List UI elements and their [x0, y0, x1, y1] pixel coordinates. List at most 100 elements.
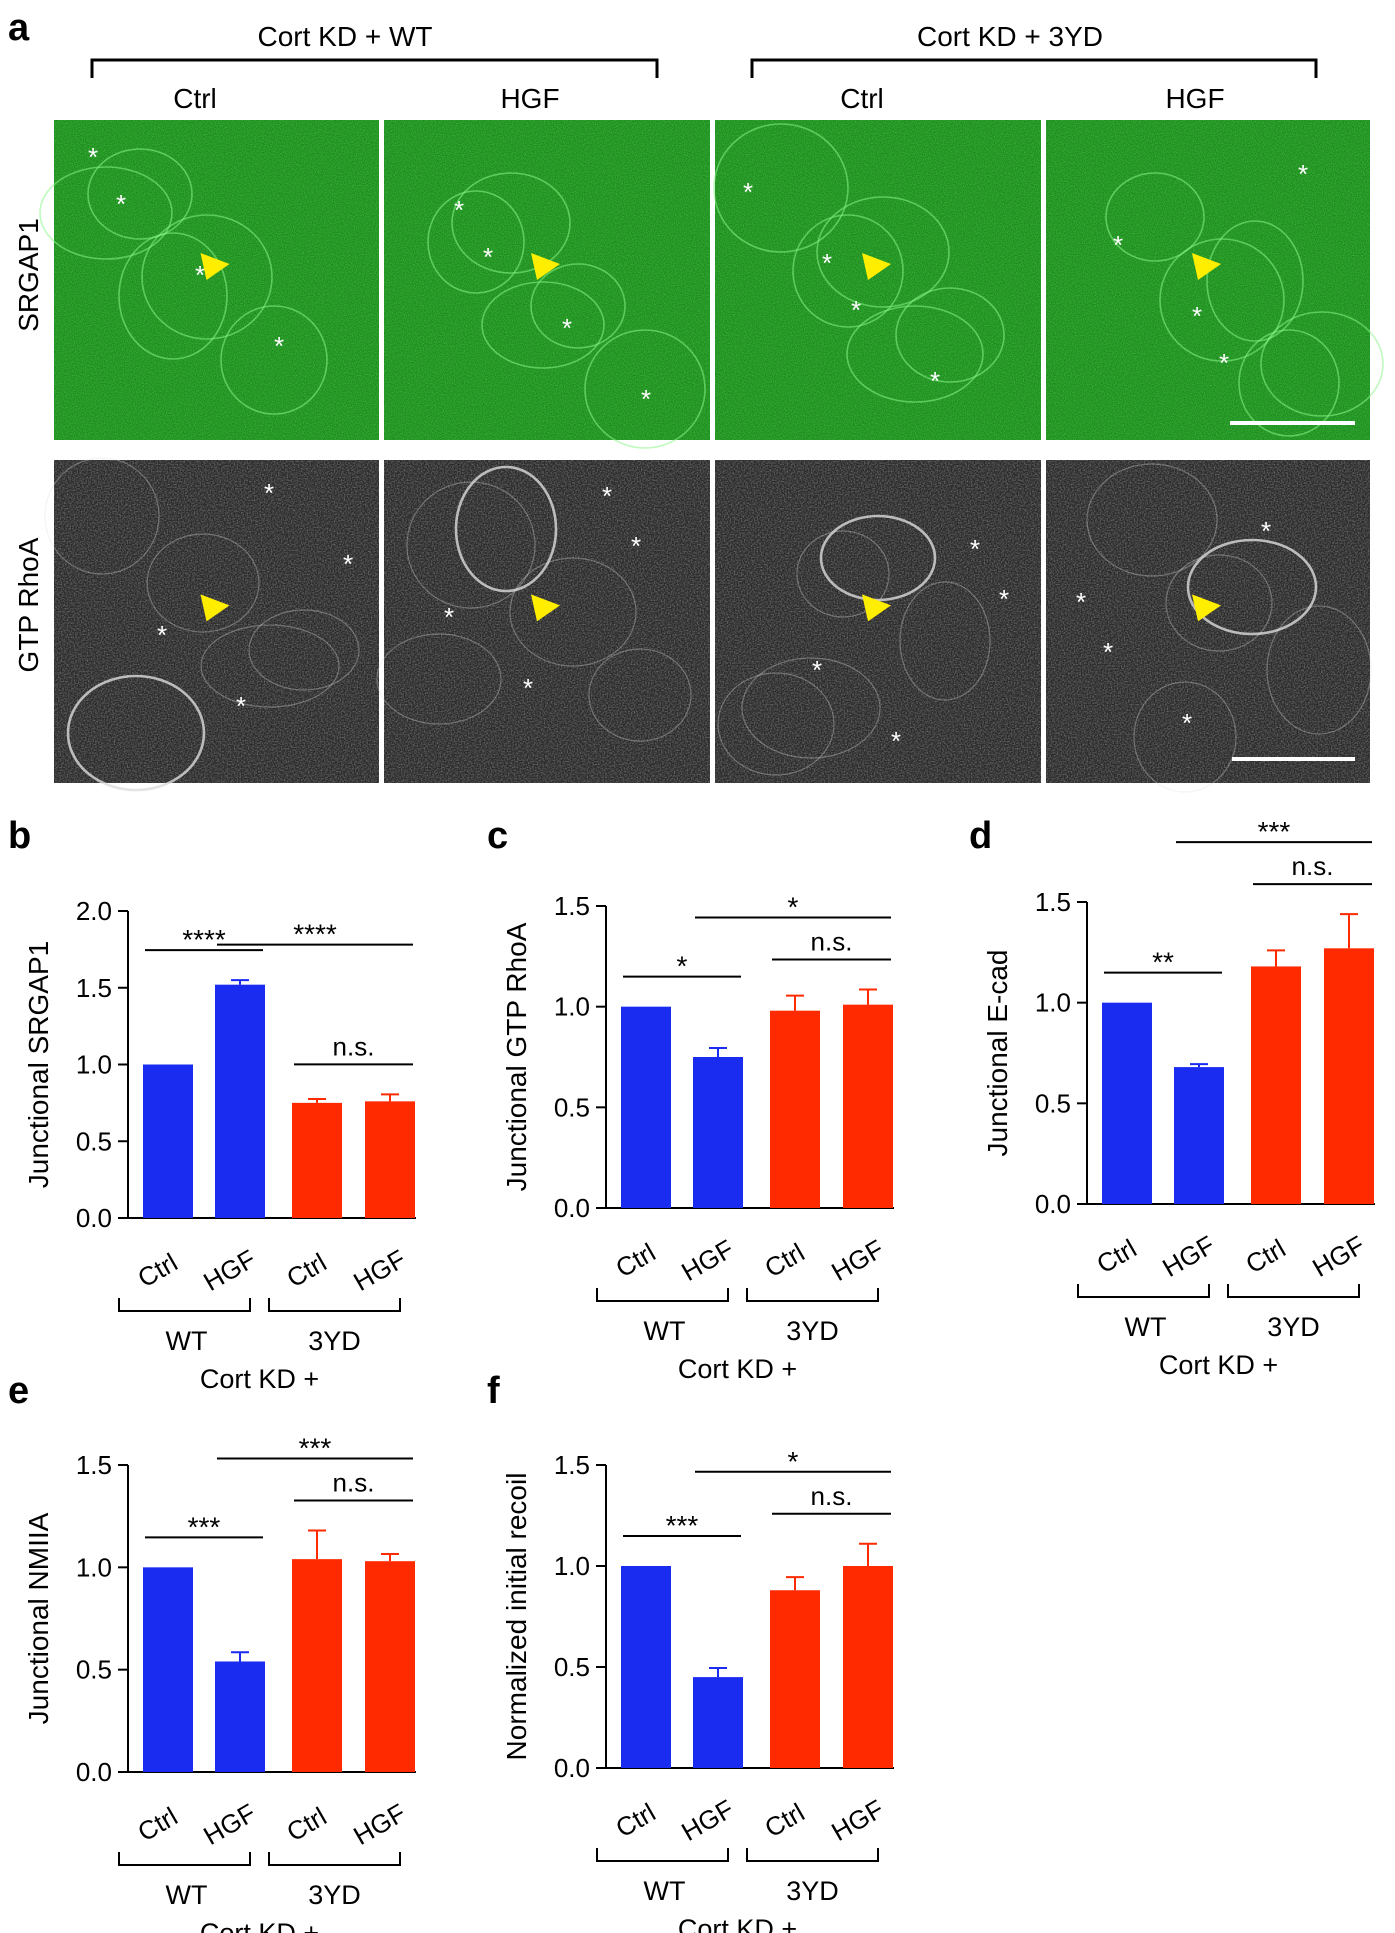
category-label: Ctrl — [132, 1247, 182, 1293]
y-tick-label: 1.0 — [554, 992, 590, 1022]
y-tick-label: 1.5 — [1035, 887, 1071, 917]
cell-outline — [427, 190, 525, 294]
x-axis-label: Cort KD + — [1159, 1350, 1278, 1380]
bar-ctrl-3yd — [770, 1010, 820, 1208]
cell-outline — [1238, 329, 1340, 437]
bar-hgf-wt — [693, 1057, 743, 1208]
image-texture — [384, 460, 710, 783]
gtp-rhoa-image-4: * * * * — [1046, 460, 1372, 793]
bar-ctrl-3yd — [770, 1590, 820, 1768]
y-tick-label: 1.0 — [554, 1551, 590, 1581]
category-label: HGF — [348, 1243, 411, 1296]
bar-ctrl-3yd — [292, 1559, 342, 1772]
column-label-ctrl-3yd: Ctrl — [840, 83, 884, 114]
y-tick-label: 1.5 — [76, 973, 112, 1003]
cell-marker-asterisk: * — [812, 655, 822, 685]
cell-outline — [1206, 220, 1304, 342]
cell-marker-asterisk: * — [236, 691, 246, 721]
significance-label: * — [788, 892, 799, 923]
chart-b: b 0.0 0.5 1.0 1.5 2.0 Junctional SRGAP1 Ctrl HGF… — [8, 815, 416, 1394]
cell-outline — [200, 624, 340, 708]
significance-label: *** — [188, 1511, 221, 1542]
y-tick-label: 1.5 — [554, 891, 590, 921]
image-texture — [1046, 120, 1370, 440]
category-label: Ctrl — [610, 1797, 660, 1843]
cell-outline — [1266, 605, 1372, 735]
cell-marker-asterisk: * — [444, 602, 454, 632]
category-label: HGF — [1307, 1229, 1370, 1282]
cell-outline — [87, 148, 193, 240]
cell-marker-asterisk: * — [454, 195, 464, 225]
group-label-wt: WT — [1125, 1312, 1167, 1342]
cell-marker-asterisk: * — [743, 177, 753, 207]
cell-outline — [819, 514, 937, 602]
image-texture — [54, 120, 379, 440]
significance-label: n.s. — [1292, 851, 1334, 881]
cell-outline — [717, 672, 835, 776]
bar-ctrl-wt — [143, 1064, 193, 1218]
cell-outline — [118, 232, 228, 360]
cell-marker-asterisk: * — [116, 189, 126, 219]
y-tick-label: 0.0 — [76, 1203, 112, 1233]
x-axis-label: Cort KD + — [678, 1354, 797, 1384]
category-label: Ctrl — [1091, 1233, 1141, 1279]
image-texture — [54, 460, 379, 783]
group-bracket-wt — [596, 1848, 729, 1862]
cell-outline — [406, 481, 536, 609]
significance-label: **** — [182, 924, 226, 955]
y-tick-label: 1.0 — [1035, 988, 1071, 1018]
cell-outline — [481, 281, 605, 369]
category-label: HGF — [1157, 1229, 1220, 1282]
bar-hgf-3yd — [365, 1561, 415, 1772]
group-bracket-3yd — [1227, 1284, 1360, 1298]
cell-outline — [1086, 463, 1218, 577]
x-axis-label: Cort KD + — [200, 1918, 319, 1933]
bar-hgf-3yd — [1324, 948, 1374, 1204]
cell-outline — [792, 214, 904, 328]
cell-outline — [588, 648, 692, 742]
significance-label: *** — [1258, 816, 1291, 847]
y-tick-label: 0.0 — [554, 1193, 590, 1223]
significance-label: *** — [666, 1510, 699, 1541]
panel-letter-a: a — [8, 7, 30, 49]
group-bracket-wt — [596, 1288, 729, 1302]
group-label-3yd: 3YD — [308, 1326, 361, 1356]
category-label: HGF — [348, 1797, 411, 1850]
cell-marker-asterisk: * — [264, 478, 274, 508]
cell-outline — [899, 581, 991, 701]
category-label: Ctrl — [610, 1237, 660, 1283]
bar-hgf-wt — [215, 1661, 265, 1772]
chart-e: e 0.0 0.5 1.0 1.5 Junctional NMIIA Ctrl HGF Ctrl… — [8, 1370, 416, 1933]
y-tick-label: 0.5 — [1035, 1088, 1071, 1118]
significance-label: * — [788, 1446, 799, 1477]
image-texture — [715, 460, 1041, 783]
cell-outline — [451, 172, 571, 274]
cell-marker-asterisk: * — [343, 549, 353, 579]
group-bracket-wt — [90, 58, 659, 78]
cell-marker-asterisk: * — [1219, 348, 1229, 378]
cell-marker-asterisk: * — [195, 260, 205, 290]
srgap1-image-1: * * * * — [39, 120, 379, 440]
cell-marker-asterisk: * — [483, 242, 493, 272]
image-texture — [384, 120, 710, 440]
y-axis-label: Junctional E-cad — [982, 949, 1013, 1156]
group-label-3yd: 3YD — [1267, 1312, 1320, 1342]
column-label-hgf-wt: HGF — [500, 83, 559, 114]
significance-label: n.s. — [811, 1481, 853, 1511]
chart-d: d 0.0 0.5 1.0 1.5 Junctional E-cad Ctrl HGF Ctrl… — [969, 815, 1375, 1380]
cell-outline — [141, 214, 273, 340]
cell-outline — [146, 533, 260, 633]
cell-outline — [248, 609, 360, 691]
category-label: Ctrl — [1240, 1233, 1290, 1279]
arrowhead-icon — [531, 253, 560, 280]
bar-hgf-wt — [1174, 1067, 1224, 1204]
y-tick-label: 0.5 — [554, 1652, 590, 1682]
cell-marker-asterisk: * — [562, 313, 572, 343]
y-tick-label: 0.5 — [76, 1126, 112, 1156]
y-tick-label: 0.0 — [554, 1753, 590, 1783]
cell-marker-asterisk: * — [274, 331, 284, 361]
cell-outline — [1105, 172, 1205, 262]
significance-label: * — [677, 951, 688, 982]
cell-outline — [220, 305, 328, 415]
